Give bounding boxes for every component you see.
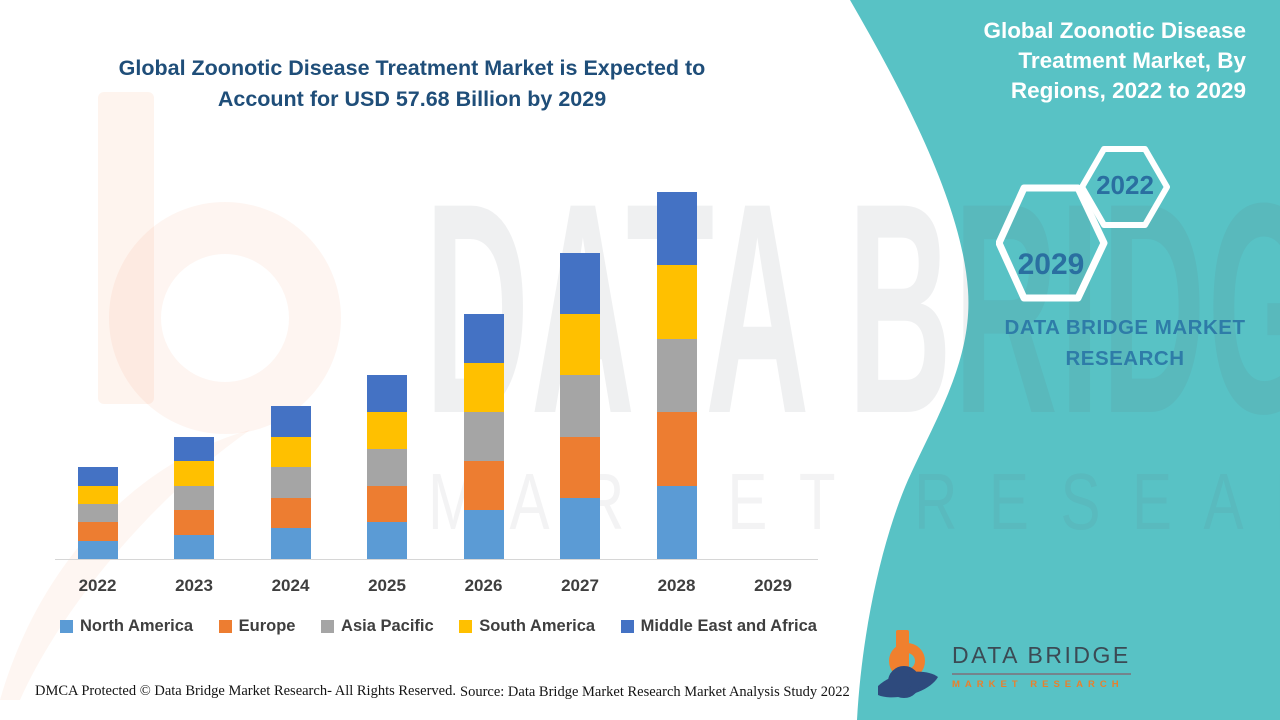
bar-segment-2022-asia-pacific [77,503,118,523]
company-logo: DATA BRIDGE MARKET RESEARCH [876,628,1131,708]
legend-label-middle-east-and-africa: Middle East and Africa [640,617,817,635]
bar-segment-2025-middle-east-and-africa [367,375,407,413]
x-axis-label-2022: 2022 [78,576,117,595]
x-axis-label-2029: 2029 [754,576,792,595]
x-axis-line [55,559,818,560]
bar-segment-2025-south-america [367,412,407,449]
hexagon-2022 [1080,146,1170,228]
teal-panel-shape [850,0,1280,720]
bar-segment-2026-europe [463,461,504,511]
logo-d-bowl [888,666,920,698]
legend-label-europe: Europe [238,617,296,635]
legend-swatch-middle-east-and-africa [620,620,634,633]
bar-segment-2027-middle-east-and-africa [560,253,600,315]
hexagon-2029-label: 2029 [1017,248,1085,281]
bar-segment-2026-south-america [463,363,504,413]
page-title: Global Zoonotic Disease Treatment Market… [72,53,752,115]
legend-label-north-america: North America [80,617,194,635]
bar-segment-2023-north-america [174,534,214,559]
legend-item-north-america: North America [60,617,193,636]
legend-swatch-asia-pacific [321,620,335,633]
bar-segment-2027-south-america [560,314,600,376]
legend-swatch-north-america [60,620,73,633]
panel-title: Global Zoonotic Disease Treatment Market… [983,18,1246,103]
legend-item-europe: Europe [218,617,296,636]
bar-segment-2027-asia-pacific [560,375,600,437]
bar-segment-2022-middle-east-and-africa [77,467,118,486]
bar-segment-2024-north-america [270,528,311,559]
source-note: Source: Data Bridge Market Research Mark… [460,684,850,700]
legend-item-south-america: South America [459,617,595,636]
x-axis-label-2024: 2024 [271,576,310,595]
legend-label-asia-pacific: Asia Pacific [341,617,434,635]
bar-segment-2028-north-america [656,485,697,559]
bar-segment-2028-south-america [656,265,697,339]
hexagon-2022-label: 2022 [1096,170,1154,200]
legend-label-south-america: South America [479,617,596,635]
bar-segment-2026-north-america [463,510,504,559]
bar-segment-2022-north-america [77,540,118,559]
bar-segment-2024-middle-east-and-africa [270,406,311,437]
x-axis-label-2023: 2023 [175,576,213,595]
watermark-swoosh [0,430,250,700]
bar-segment-2026-asia-pacific [463,412,504,462]
bar-segment-2028-europe [656,412,697,486]
bar-segment-2027-europe [560,436,600,498]
watermark-b-bowl [109,202,341,434]
bar-segment-2028-middle-east-and-africa [656,191,697,266]
page-title-line2: Account for USD 57.68 Billion by 2029 [217,87,607,111]
hexagon-2029 [996,184,1108,302]
legend-item-middle-east-and-africa: Middle East and Africa [620,617,817,636]
bar-segment-2025-north-america [367,522,407,559]
logo-b-icon [878,630,938,698]
bar-segment-2023-middle-east-and-africa [174,436,214,462]
bar-segment-2024-europe [270,497,311,529]
x-axis-label-2027: 2027 [561,576,599,595]
logo-text: DATA BRIDGE MARKET RESEARCH [952,628,1131,690]
hexagon-2029-outline [996,184,1108,302]
bar-segment-2023-south-america [174,461,214,486]
bar-segment-2022-south-america [77,485,118,504]
page-title-line1: Global Zoonotic Disease Treatment Market… [118,56,706,80]
bar-segment-2026-middle-east-and-africa [463,314,504,364]
hexagon-2022-outline [1080,146,1170,228]
bar-segment-2027-north-america [560,497,600,559]
bar-segment-2023-asia-pacific [174,485,214,511]
bar-segment-2024-south-america [270,436,311,468]
bar-segment-2025-europe [367,485,407,523]
legend-swatch-south-america [459,620,473,633]
bar-segment-2024-asia-pacific [270,467,311,498]
logo-name: DATA BRIDGE [952,642,1131,675]
legend-swatch-europe [218,620,232,633]
x-axis-label-2025: 2025 [368,576,406,595]
faded-logo-watermark [0,92,341,700]
chart-legend: North America Europe Asia Pacific South Ame… [60,617,817,636]
watermark-b-stem [98,92,154,404]
x-axis-label-2026: 2026 [464,576,503,595]
bar-segment-2022-europe [77,522,118,541]
bar-segment-2023-europe [174,510,214,535]
logo-subtitle: MARKET RESEARCH [952,679,1124,690]
legend-item-asia-pacific: Asia Pacific [321,617,434,636]
brand-text: DATA BRIDGE MARKET RESEARCH [1004,316,1246,370]
dmca-notice: DMCA Protected © Data Bridge Market Rese… [35,683,456,699]
bar-segment-2028-asia-pacific [656,338,697,413]
x-axis-label-2028: 2028 [657,576,696,595]
bar-segment-2025-asia-pacific [367,448,407,486]
